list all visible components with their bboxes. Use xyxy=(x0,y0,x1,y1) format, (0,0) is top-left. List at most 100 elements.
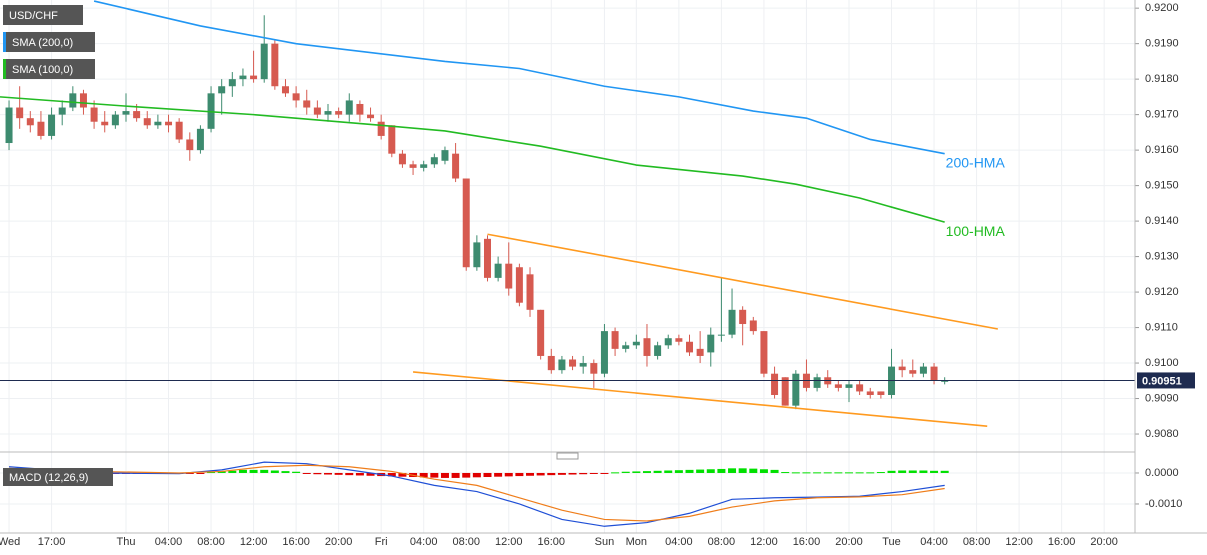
candle-body xyxy=(537,309,545,356)
candle-body xyxy=(781,377,789,406)
macd-line xyxy=(8,461,945,527)
histogram-bar xyxy=(515,472,524,477)
histogram-bar xyxy=(292,471,301,473)
candle-body xyxy=(579,363,587,367)
y-tick-label: -0.0010 xyxy=(1145,498,1182,510)
y-tick-label: 0.9170 xyxy=(1145,109,1179,121)
histogram-bar xyxy=(547,472,556,476)
x-tick-label: Thu xyxy=(117,536,136,548)
histogram-bar xyxy=(898,470,907,473)
candle-body xyxy=(632,341,640,346)
candle-body xyxy=(388,125,396,154)
histogram-bar xyxy=(462,472,471,478)
candle-body xyxy=(717,334,725,336)
candle-body xyxy=(122,111,130,115)
pane-handle-box[interactable] xyxy=(556,452,579,460)
x-tick-label: 20:00 xyxy=(325,536,353,548)
candle-body xyxy=(367,114,375,119)
x-tick-label: 12:00 xyxy=(1005,536,1033,548)
histogram-bar xyxy=(196,472,205,474)
histogram-bar xyxy=(866,472,875,474)
histogram-bar xyxy=(217,471,226,473)
histogram-bar xyxy=(494,472,503,477)
x-tick-label: 16:00 xyxy=(1048,536,1076,548)
x-tick-label: Mon xyxy=(626,536,647,548)
histogram-bar xyxy=(504,472,513,477)
x-tick-label: 04:00 xyxy=(410,536,438,548)
histogram-bar xyxy=(345,472,354,476)
candle-body xyxy=(515,267,523,303)
histogram-bar xyxy=(249,469,258,473)
grid-layer xyxy=(0,0,1139,533)
candle-body xyxy=(749,320,757,332)
candle-body xyxy=(930,366,938,381)
candle-body xyxy=(600,331,608,374)
candle-body xyxy=(845,384,853,388)
histogram-bar xyxy=(324,472,333,475)
candle-body xyxy=(69,93,77,108)
candle-body xyxy=(654,345,662,356)
histogram-bar xyxy=(611,472,620,474)
histogram-bar xyxy=(717,468,726,473)
x-tick-label: 12:00 xyxy=(495,536,523,548)
histogram-bar xyxy=(759,469,768,473)
candle-body xyxy=(5,107,13,144)
histogram-bar xyxy=(823,472,832,474)
y-tick-label: 0.9190 xyxy=(1145,38,1179,50)
histogram-bar xyxy=(940,470,949,473)
candle-body xyxy=(37,121,45,136)
candle-body xyxy=(877,391,885,395)
candle-body xyxy=(441,150,449,161)
candle-body xyxy=(728,309,736,335)
histogram-bar xyxy=(728,468,737,473)
histogram-bar xyxy=(260,469,269,473)
candle-body xyxy=(866,391,874,395)
candle-body xyxy=(813,377,821,388)
histogram-bar xyxy=(834,472,843,474)
y-tick-label: 0.9200 xyxy=(1145,2,1179,14)
histogram-bar xyxy=(451,472,460,478)
x-tick-label: 08:00 xyxy=(963,536,991,548)
candle-body xyxy=(622,345,630,349)
histogram-bar xyxy=(706,469,715,473)
histogram-bar xyxy=(855,472,864,474)
histogram-bar xyxy=(366,472,375,476)
candle-body xyxy=(611,331,619,349)
candle-body xyxy=(898,366,906,371)
y-tick-label: 0.0000 xyxy=(1145,467,1179,479)
plot-layer xyxy=(0,0,1135,527)
legend-swatch xyxy=(3,32,6,52)
histogram-bar xyxy=(621,471,630,473)
candle-body xyxy=(409,164,417,168)
candle-body xyxy=(462,178,470,268)
pane-handle[interactable] xyxy=(556,452,579,460)
histogram-bar xyxy=(228,470,237,473)
histogram-bar xyxy=(664,470,673,473)
candle-body xyxy=(473,242,481,268)
candle-body xyxy=(760,331,768,374)
y-tick-label: 0.9140 xyxy=(1145,215,1179,227)
candle-body xyxy=(834,384,842,388)
candle-body xyxy=(398,153,406,165)
histogram-bar xyxy=(802,472,811,474)
histogram-bar xyxy=(919,470,928,473)
candle-body xyxy=(771,373,779,395)
candle-body xyxy=(696,348,704,356)
y-tick-label: 0.9150 xyxy=(1145,180,1179,192)
histogram-bar xyxy=(908,470,917,473)
candle-body xyxy=(686,341,694,353)
x-tick-label: 12:00 xyxy=(240,536,268,548)
histogram-bar xyxy=(589,472,598,474)
candle-body xyxy=(165,121,173,126)
histogram-bar xyxy=(398,472,407,477)
histogram-bar xyxy=(653,470,662,473)
histogram-bar xyxy=(781,472,790,474)
candle-body xyxy=(941,380,949,382)
x-tick-label: Wed xyxy=(0,536,20,548)
histogram-bar xyxy=(430,472,439,478)
candle-body xyxy=(856,384,864,392)
candle-body xyxy=(16,107,24,119)
legend-box xyxy=(3,5,83,25)
histogram-bar xyxy=(887,470,896,473)
